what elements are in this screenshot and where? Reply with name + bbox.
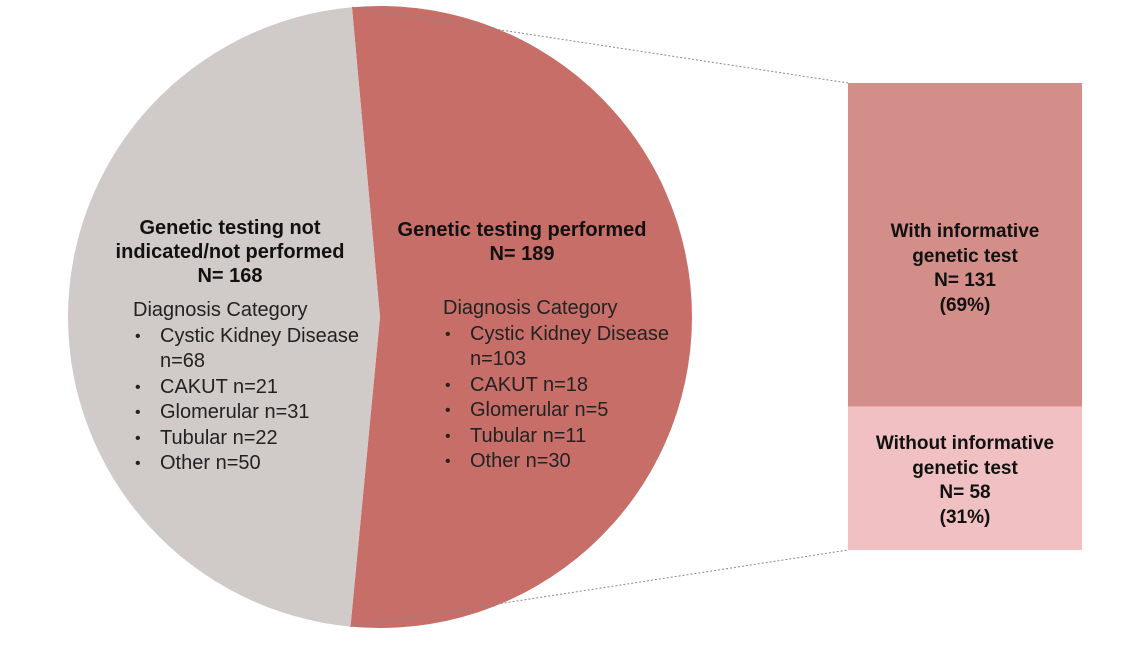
diagnosis-item: • Other n=30	[445, 450, 571, 472]
breakdown-count: N= 131	[934, 270, 996, 291]
breakdown-line: genetic test	[912, 457, 1018, 479]
diagnosis-item-continuation: n=103	[470, 348, 527, 370]
diagnosis-item: • Glomerular n=31	[135, 401, 310, 423]
pie-slice-performed	[350, 6, 692, 629]
diagnosis-item: • Tubular n=11	[445, 424, 587, 447]
breakdown-bar-not_informative	[848, 406, 1082, 550]
breakdown-line: Without informative	[875, 433, 1055, 454]
diagnosis-title: Diagnosis Category	[133, 299, 308, 321]
slice-label-not-performed: Genetic testing not indicated/not perfor…	[60, 216, 400, 288]
diagnosis-item: • Cystic Kidney Disease	[135, 324, 359, 347]
slice-count: N= 168	[197, 265, 263, 287]
breakdown-label-not-informative: Without informative genetic test N= 58 (…	[848, 432, 1082, 530]
diagnosis-item: • CAKUT n=18	[445, 373, 589, 396]
slice-label-performed: Genetic testing performed N= 189	[382, 218, 662, 266]
breakdown-percent: (69%)	[939, 294, 991, 316]
diagnosis-item-continuation: n=68	[160, 350, 206, 372]
diagnosis-title: Diagnosis Category	[443, 297, 618, 319]
slice-title-line: Genetic testing not	[139, 217, 321, 239]
breakdown-line: With informative	[890, 221, 1040, 242]
breakdown-bar-informative	[848, 83, 1082, 407]
breakdown-line: genetic test	[912, 245, 1018, 267]
slice-count: N= 189	[489, 243, 555, 265]
diagnosis-list-not-performed: Diagnosis Category • Cystic Kidney Diseas…	[133, 298, 359, 477]
diagnosis-item: • Glomerular n=5	[445, 399, 609, 421]
slice-title-line: indicated/not performed	[115, 241, 345, 263]
pie-slice-not-performed	[67, 7, 380, 627]
diagnosis-item: • Cystic Kidney Disease	[445, 322, 669, 345]
breakdown-percent: (31%)	[939, 506, 991, 528]
slice-title-line: Genetic testing performed	[397, 219, 647, 241]
diagnosis-item: • Tubular n=22	[135, 426, 278, 449]
breakdown-label-informative: With informative genetic test N= 131 (69…	[848, 220, 1082, 318]
diagnosis-item: • CAKUT n=21	[135, 375, 279, 398]
diagnosis-item: • Other n=50	[135, 452, 261, 474]
breakdown-count: N= 58	[939, 482, 991, 503]
diagnosis-list-performed: Diagnosis Category • Cystic Kidney Diseas…	[443, 296, 669, 475]
